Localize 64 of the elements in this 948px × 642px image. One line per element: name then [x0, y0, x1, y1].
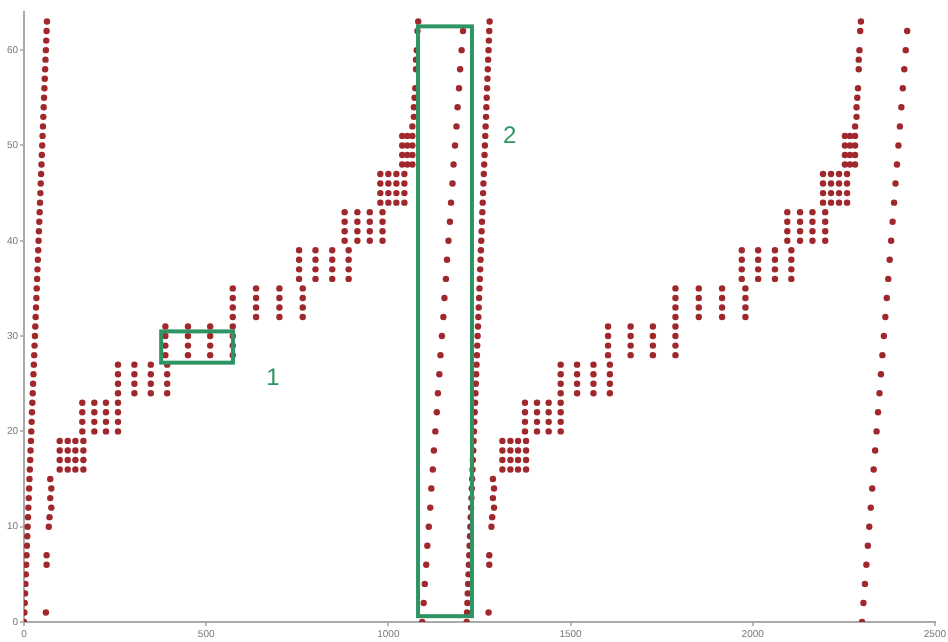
point: [459, 27, 467, 35]
point: [451, 142, 459, 149]
point: [424, 542, 431, 549]
point: [442, 275, 450, 283]
point: [420, 599, 427, 607]
point: [860, 599, 867, 607]
point: [458, 46, 465, 54]
point: [440, 313, 447, 321]
point: [867, 504, 874, 511]
annotation: 1: [266, 362, 281, 391]
point: [892, 180, 899, 187]
point: [870, 466, 877, 473]
point: [899, 85, 907, 92]
point: [890, 199, 898, 206]
point: [895, 142, 902, 149]
annotation: 2: [502, 120, 517, 149]
point: [885, 275, 892, 283]
point: [449, 180, 456, 187]
point: [871, 447, 879, 454]
point: [893, 161, 901, 168]
point: [438, 332, 446, 340]
point: [869, 485, 876, 492]
point: [886, 256, 893, 264]
point: [903, 27, 911, 35]
point: [456, 65, 464, 73]
point: [433, 409, 441, 416]
point: [427, 504, 434, 511]
point: [896, 123, 904, 130]
point: [423, 561, 430, 569]
point: [880, 332, 888, 340]
point: [873, 428, 880, 435]
point: [421, 580, 428, 588]
point: [443, 256, 451, 264]
point: [445, 237, 452, 244]
point: [447, 199, 455, 206]
point: [877, 370, 885, 378]
point: [432, 428, 439, 435]
point: [434, 390, 442, 397]
point: [450, 161, 457, 168]
point: [898, 104, 905, 111]
point: [887, 237, 895, 244]
point: [879, 351, 886, 359]
point: [428, 485, 435, 492]
point: [883, 294, 890, 302]
point: [866, 523, 873, 530]
point: [441, 294, 448, 302]
point: [874, 409, 882, 416]
point: [436, 370, 443, 378]
point: [882, 313, 889, 321]
point: [864, 542, 872, 549]
point: [453, 123, 460, 130]
point: [863, 561, 870, 569]
point: [430, 447, 438, 454]
point: [446, 218, 454, 225]
point: [876, 390, 883, 397]
point: [425, 523, 432, 530]
point: [454, 104, 461, 111]
point: [861, 580, 869, 588]
point: [429, 466, 436, 473]
point: [455, 85, 463, 92]
point: [889, 218, 896, 225]
point: [901, 65, 908, 73]
point: [902, 46, 909, 54]
point: [437, 351, 444, 359]
